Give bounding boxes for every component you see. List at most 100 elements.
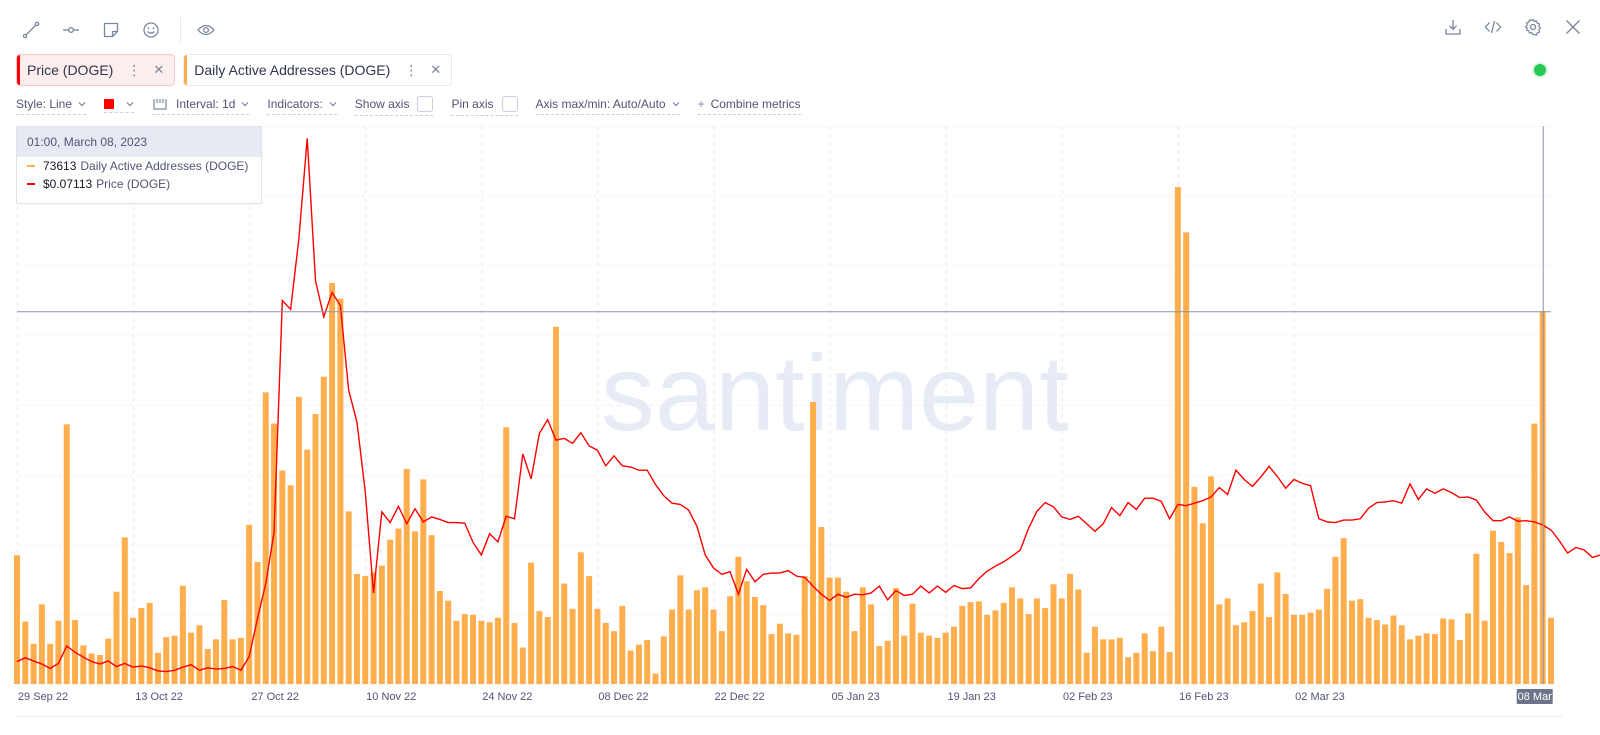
metric-chip-daa[interactable]: Daily Active Addresses (DOGE) ⋮ ✕ [183, 54, 453, 86]
x-axis-highlight-box [1516, 689, 1553, 704]
emoji-icon[interactable] [140, 19, 162, 41]
x-axis-label: 05 Jan 23 [831, 691, 879, 703]
daa-bar [1290, 614, 1297, 684]
daa-bar [868, 604, 875, 684]
daa-bar [577, 552, 584, 684]
daa-bar [735, 556, 742, 684]
embed-code-icon[interactable] [1482, 16, 1504, 38]
daa-bar [1531, 423, 1538, 684]
indicators-select[interactable]: Indicators: [267, 97, 337, 115]
daa-bar [287, 485, 294, 684]
axis-minmax-select[interactable]: Axis max/min: Auto/Auto [535, 97, 680, 115]
x-axis-label: 08 Dec 22 [598, 691, 648, 703]
daa-bar [1473, 553, 1480, 684]
daa-bar [1506, 553, 1513, 684]
daa-bar [1033, 598, 1040, 684]
line-draw-icon[interactable] [20, 19, 42, 41]
daa-bar [727, 596, 734, 684]
daa-bar [561, 583, 568, 684]
show-axis-toggle[interactable]: Show axis [354, 96, 434, 116]
daa-bar [926, 635, 933, 684]
daa-bar [951, 626, 957, 684]
interval-icon [153, 99, 167, 110]
daa-bar [1357, 599, 1364, 684]
daa-bar [528, 562, 535, 684]
eye-icon[interactable] [195, 19, 217, 41]
navigator-track[interactable] [16, 716, 1562, 721]
daa-bar [934, 637, 941, 684]
daa-bar [1481, 620, 1488, 684]
daa-bar [30, 643, 37, 684]
settings-icon[interactable] [1522, 16, 1544, 38]
daa-bar [412, 531, 418, 684]
daa-bar [1091, 626, 1098, 684]
daa-bar [387, 539, 394, 684]
daa-bar [213, 639, 219, 684]
daa-bar [959, 605, 966, 684]
color-swatch [104, 99, 115, 109]
daa-bar [967, 602, 974, 684]
daa-bar [428, 535, 435, 684]
daa-bar [1498, 541, 1505, 684]
daa-bar [47, 643, 54, 684]
daa-bar [1000, 602, 1007, 684]
daa-bar [718, 631, 725, 684]
combine-metrics-button[interactable]: + Combine metrics [697, 97, 801, 115]
tooltip-row-daa: 73613 Daily Active Addresses (DOGE) [17, 157, 261, 175]
style-select[interactable]: Style: Line [16, 97, 87, 115]
remove-metric-icon[interactable]: ✕ [153, 62, 165, 77]
daa-bar [644, 640, 651, 684]
pin-axis-toggle[interactable]: Pin axis [451, 96, 518, 116]
x-axis-label: 24 Nov 22 [482, 691, 532, 703]
daa-bar [113, 591, 120, 684]
daa-bar [345, 511, 352, 684]
daa-bar [1456, 640, 1463, 684]
daa-bar [1415, 635, 1422, 684]
more-options-icon[interactable]: ⋮ [404, 61, 419, 78]
daa-bar [204, 649, 211, 684]
daa-bar [810, 402, 817, 684]
daa-bar [669, 609, 676, 684]
pin-axis-checkbox[interactable] [501, 96, 518, 112]
daa-bar [884, 640, 891, 684]
daa-bar [1009, 587, 1016, 684]
daa-bar [329, 282, 336, 684]
daa-bar [1158, 626, 1165, 684]
daa-bar [1465, 613, 1472, 684]
chevron-down-icon [672, 102, 680, 107]
daa-bar [942, 632, 949, 684]
daa-bar [760, 605, 767, 684]
daa-bar [1349, 600, 1355, 684]
daa-bar [55, 620, 62, 684]
remove-metric-icon[interactable]: ✕ [430, 62, 442, 77]
daa-bar [146, 602, 153, 684]
download-icon[interactable] [1442, 16, 1464, 38]
daa-bar [1423, 633, 1430, 684]
close-icon[interactable] [1562, 16, 1584, 38]
note-icon[interactable] [100, 19, 122, 41]
metric-chips: Price (DOGE) ⋮ ✕ Daily Active Addresses … [16, 54, 453, 86]
chart-canvas[interactable]: santiment 29 Sep 22 13 Oct 22 27 Oct 22 10 … [0, 118, 1600, 718]
more-options-icon[interactable]: ⋮ [127, 61, 142, 78]
daa-bar [88, 653, 95, 684]
metric-settings: Style: Line Interval: 1d Indicators: Sho… [16, 96, 819, 116]
daa-bar [776, 623, 783, 684]
daa-bar [1373, 620, 1380, 684]
daa-bar [1365, 617, 1372, 684]
metric-chip-price[interactable]: Price (DOGE) ⋮ ✕ [16, 54, 176, 86]
metric-color-marker [184, 55, 188, 85]
daa-bar [1067, 573, 1074, 684]
daa-bar [1548, 617, 1554, 684]
daa-bar [1249, 611, 1256, 684]
daa-bar [121, 537, 128, 684]
show-axis-label: Show axis [354, 97, 410, 111]
horizontal-line-icon[interactable] [60, 19, 82, 41]
color-select[interactable] [104, 99, 135, 113]
show-axis-checkbox[interactable] [417, 96, 434, 112]
daa-bar [1382, 624, 1389, 684]
daa-bar [246, 524, 253, 684]
x-axis-label: 16 Feb 23 [1179, 691, 1229, 703]
daa-bar [221, 599, 228, 684]
interval-select[interactable]: Interval: 1d [152, 97, 250, 115]
daa-bar [362, 576, 369, 684]
